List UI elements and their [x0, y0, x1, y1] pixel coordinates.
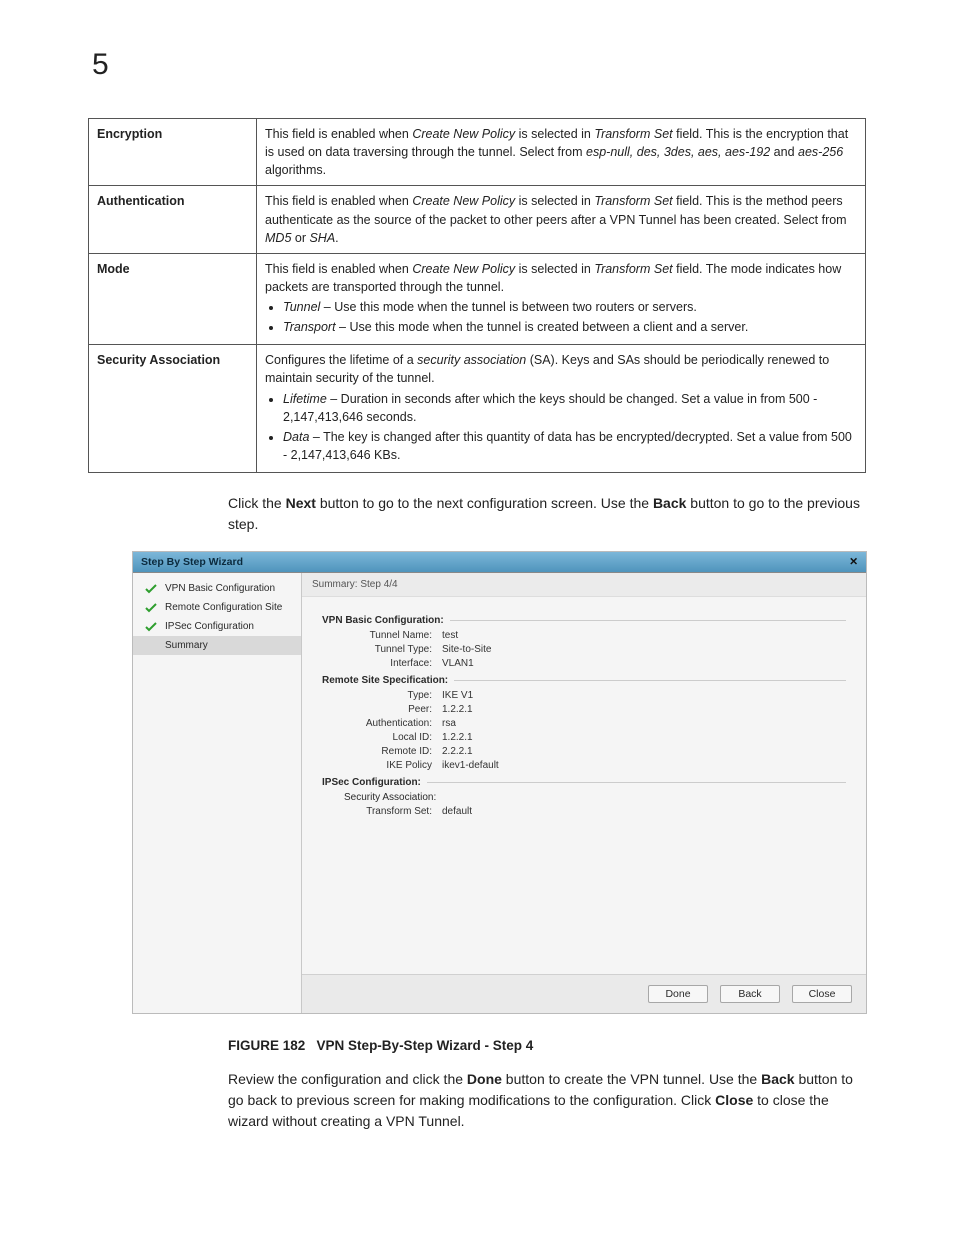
summary-key: Transform Set:	[322, 806, 442, 817]
definitions-table: EncryptionThis field is enabled when Cre…	[88, 118, 866, 473]
summary-row: Remote ID:2.2.2.1	[322, 746, 846, 757]
summary-key: Interface:	[322, 658, 442, 669]
wizard-footer: Done Back Close	[302, 974, 866, 1013]
summary-value: 1.2.2.1	[442, 732, 473, 743]
wizard-nav-item[interactable]: Summary	[133, 636, 301, 655]
definition-desc: This field is enabled when Create New Po…	[257, 253, 866, 345]
summary-row: Transform Set:default	[322, 806, 846, 817]
check-icon	[145, 641, 157, 651]
wizard-section-title: IPSec Configuration:	[322, 777, 846, 788]
definition-desc: This field is enabled when Create New Po…	[257, 119, 866, 186]
wizard-nav-label: Remote Configuration Site	[165, 602, 282, 613]
summary-key: Remote ID:	[322, 746, 442, 757]
summary-row: Tunnel Type:Site-to-Site	[322, 644, 846, 655]
summary-key: Authentication:	[322, 718, 442, 729]
wizard-section-title: VPN Basic Configuration:	[322, 615, 846, 626]
summary-row: Authentication:rsa	[322, 718, 846, 729]
wizard-subline: Security Association:	[344, 792, 846, 803]
summary-row: Type:IKE V1	[322, 690, 846, 701]
summary-key: Tunnel Type:	[322, 644, 442, 655]
check-icon	[145, 603, 157, 613]
wizard-nav-label: VPN Basic Configuration	[165, 583, 275, 594]
summary-value: 2.2.2.1	[442, 746, 473, 757]
definition-term: Authentication	[89, 186, 257, 253]
definition-desc: This field is enabled when Create New Po…	[257, 186, 866, 253]
summary-key: Local ID:	[322, 732, 442, 743]
summary-value: test	[442, 630, 458, 641]
summary-row: Local ID:1.2.2.1	[322, 732, 846, 743]
summary-value: Site-to-Site	[442, 644, 491, 655]
done-button[interactable]: Done	[648, 985, 708, 1003]
wizard-title: Step By Step Wizard	[141, 556, 243, 568]
wizard-summary: VPN Basic Configuration: Tunnel Name:test…	[302, 597, 866, 974]
summary-key: Tunnel Name:	[322, 630, 442, 641]
summary-value: IKE V1	[442, 690, 473, 701]
wizard-nav-item[interactable]: Remote Configuration Site	[133, 598, 301, 617]
figure-caption: FIGURE 182 VPN Step-By-Step Wizard - Ste…	[228, 1038, 866, 1053]
definition-term: Mode	[89, 253, 257, 345]
wizard-nav-item[interactable]: VPN Basic Configuration	[133, 579, 301, 598]
close-icon[interactable]: ✕	[849, 556, 858, 568]
wizard-titlebar: Step By Step Wizard ✕	[133, 552, 866, 573]
paragraph-review: Review the configuration and click the D…	[228, 1069, 866, 1132]
definition-desc: Configures the lifetime of a security as…	[257, 345, 866, 473]
summary-key: IKE Policy	[322, 760, 442, 771]
summary-value: default	[442, 806, 472, 817]
summary-value: ikev1-default	[442, 760, 499, 771]
wizard-step-header: Summary: Step 4/4	[302, 573, 866, 597]
wizard-window: Step By Step Wizard ✕ VPN Basic Configur…	[132, 551, 867, 1014]
figure-title: VPN Step-By-Step Wizard - Step 4	[317, 1038, 534, 1053]
summary-row: IKE Policyikev1-default	[322, 760, 846, 771]
definition-term: Security Association	[89, 345, 257, 473]
wizard-nav: VPN Basic Configuration Remote Configurat…	[133, 573, 301, 1013]
wizard-nav-label: Summary	[165, 640, 208, 651]
figure-label: FIGURE 182	[228, 1038, 305, 1053]
summary-value: 1.2.2.1	[442, 704, 473, 715]
wizard-nav-item[interactable]: IPSec Configuration	[133, 617, 301, 636]
summary-row: Interface:VLAN1	[322, 658, 846, 669]
definition-term: Encryption	[89, 119, 257, 186]
summary-row: Peer:1.2.2.1	[322, 704, 846, 715]
back-button[interactable]: Back	[720, 985, 780, 1003]
summary-key: Peer:	[322, 704, 442, 715]
wizard-nav-label: IPSec Configuration	[165, 621, 254, 632]
check-icon	[145, 584, 157, 594]
summary-value: rsa	[442, 718, 456, 729]
page-number: 5	[92, 48, 866, 82]
summary-value: VLAN1	[442, 658, 474, 669]
paragraph-next-back: Click the Next button to go to the next …	[228, 493, 866, 535]
summary-row: Tunnel Name:test	[322, 630, 846, 641]
summary-key: Type:	[322, 690, 442, 701]
close-button[interactable]: Close	[792, 985, 852, 1003]
check-icon	[145, 622, 157, 632]
wizard-section-title: Remote Site Specification:	[322, 675, 846, 686]
